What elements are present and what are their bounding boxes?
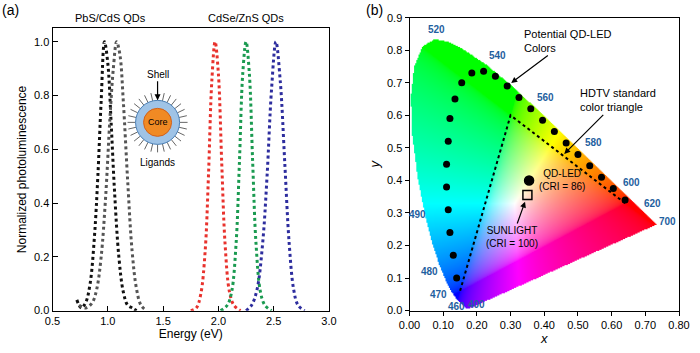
svg-text:0.5: 0.5: [45, 315, 60, 327]
svg-text:PbS/CdS QDs: PbS/CdS QDs: [75, 12, 146, 24]
svg-text:0.50: 0.50: [567, 319, 588, 331]
svg-text:0.20: 0.20: [466, 319, 487, 331]
svg-text:0.80: 0.80: [668, 319, 689, 331]
svg-text:0.0: 0.0: [34, 304, 49, 316]
svg-text:Normalized photoluminescence: Normalized photoluminescence: [15, 85, 29, 253]
svg-text:0.8: 0.8: [34, 89, 49, 101]
svg-text:0.2: 0.2: [34, 251, 49, 263]
svg-text:0.4: 0.4: [387, 174, 402, 186]
svg-text:400: 400: [468, 299, 485, 310]
svg-text:(a): (a): [2, 2, 19, 18]
svg-text:460: 460: [448, 301, 465, 312]
svg-text:700: 700: [659, 216, 676, 227]
svg-text:Energy (eV): Energy (eV): [159, 327, 223, 341]
svg-text:HDTV standardcolor triangle: HDTV standardcolor triangle: [580, 87, 656, 113]
svg-text:520: 520: [428, 24, 445, 35]
svg-text:0.8: 0.8: [387, 44, 402, 56]
svg-text:0.70: 0.70: [635, 319, 656, 331]
svg-text:0.6: 0.6: [34, 143, 49, 155]
svg-text:0.0: 0.0: [387, 304, 402, 316]
svg-text:x: x: [540, 331, 548, 346]
svg-text:0.1: 0.1: [387, 272, 402, 284]
svg-text:480: 480: [421, 266, 438, 277]
svg-text:0.3: 0.3: [387, 207, 402, 219]
svg-text:Shell: Shell: [147, 69, 169, 80]
svg-text:Ligands: Ligands: [140, 157, 175, 168]
svg-text:620: 620: [644, 198, 661, 209]
svg-text:0.5: 0.5: [387, 142, 402, 154]
svg-text:0.6: 0.6: [387, 109, 402, 121]
svg-text:560: 560: [537, 92, 554, 103]
svg-text:470: 470: [430, 289, 447, 300]
svg-text:CdSe/ZnS QDs: CdSe/ZnS QDs: [208, 12, 284, 24]
svg-text:1.0: 1.0: [34, 36, 49, 48]
svg-text:y: y: [367, 159, 382, 168]
svg-text:600: 600: [623, 177, 640, 188]
svg-text:0.30: 0.30: [500, 319, 521, 331]
svg-text:0.60: 0.60: [601, 319, 622, 331]
svg-text:3.0: 3.0: [321, 315, 336, 327]
svg-text:0.2: 0.2: [387, 239, 402, 251]
svg-text:1.5: 1.5: [155, 315, 170, 327]
svg-text:Core: Core: [148, 117, 168, 127]
svg-text:Potential QD-LEDColors: Potential QD-LEDColors: [524, 28, 611, 54]
svg-text:0.9: 0.9: [387, 12, 402, 24]
svg-text:0.40: 0.40: [534, 319, 555, 331]
svg-text:0.10: 0.10: [432, 319, 453, 331]
svg-text:SUNLIGHT(CRI = 100): SUNLIGHT(CRI = 100): [486, 225, 538, 249]
svg-text:(b): (b): [366, 2, 383, 18]
svg-text:1.0: 1.0: [100, 315, 115, 327]
svg-text:0.7: 0.7: [387, 77, 402, 89]
svg-text:2.0: 2.0: [211, 315, 226, 327]
svg-text:0.00: 0.00: [399, 319, 420, 331]
svg-text:2.5: 2.5: [266, 315, 281, 327]
svg-text:580: 580: [585, 137, 602, 148]
svg-text:0.4: 0.4: [34, 197, 49, 209]
svg-text:490: 490: [409, 209, 426, 220]
svg-text:540: 540: [489, 50, 506, 61]
svg-text:QD-LED(CRI = 86): QD-LED(CRI = 86): [539, 168, 585, 192]
